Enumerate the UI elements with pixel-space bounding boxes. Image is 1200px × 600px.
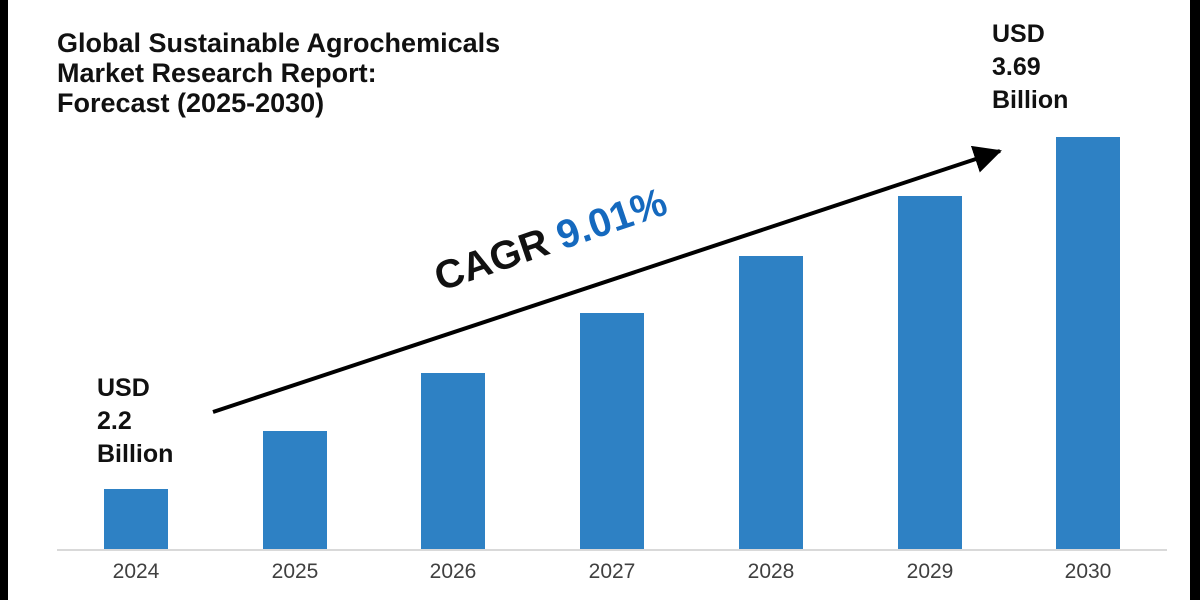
end-value-unit: Billion <box>992 86 1069 114</box>
x-axis-line <box>57 549 1167 551</box>
bar-2024 <box>104 489 168 550</box>
x-axis-label-2029: 2029 <box>906 560 954 583</box>
bar-2026 <box>421 373 485 550</box>
x-axis-label-2027: 2027 <box>588 560 636 583</box>
x-axis-label-2028: 2028 <box>747 560 795 583</box>
start-value-unit: Billion <box>97 440 174 468</box>
end-value-label: USD 3.69 Billion <box>992 18 1068 117</box>
bar-2029 <box>898 196 962 550</box>
bar-2028 <box>739 256 803 550</box>
x-axis-label-2024: 2024 <box>112 560 160 583</box>
end-value-amount: 3.69 <box>992 53 1041 81</box>
bar-2027 <box>580 313 644 550</box>
bar-2025 <box>263 431 327 550</box>
start-value-currency: USD <box>97 374 150 402</box>
x-axis-label-2025: 2025 <box>271 560 319 583</box>
cagr-label: CAGR 9.01% <box>428 180 673 300</box>
left-border-bar <box>0 0 8 600</box>
chart-title-line-2: Market Research Report: <box>57 58 377 88</box>
end-value-currency: USD <box>992 20 1045 48</box>
chart-title: Global Sustainable Agrochemicals Market … <box>57 28 500 118</box>
bar-2030 <box>1056 137 1120 550</box>
start-value-label: USD 2.2 Billion <box>97 372 173 471</box>
chart-title-line-3: Forecast (2025-2030) <box>57 88 325 118</box>
x-axis-label-2026: 2026 <box>429 560 477 583</box>
cagr-value: 9.01% <box>550 180 673 259</box>
chart-title-line-1: Global Sustainable Agrochemicals <box>57 28 501 58</box>
x-axis-label-2030: 2030 <box>1064 560 1112 583</box>
cagr-prefix: CAGR <box>428 216 566 300</box>
start-value-amount: 2.2 <box>97 407 132 435</box>
right-border-bar <box>1190 0 1200 600</box>
